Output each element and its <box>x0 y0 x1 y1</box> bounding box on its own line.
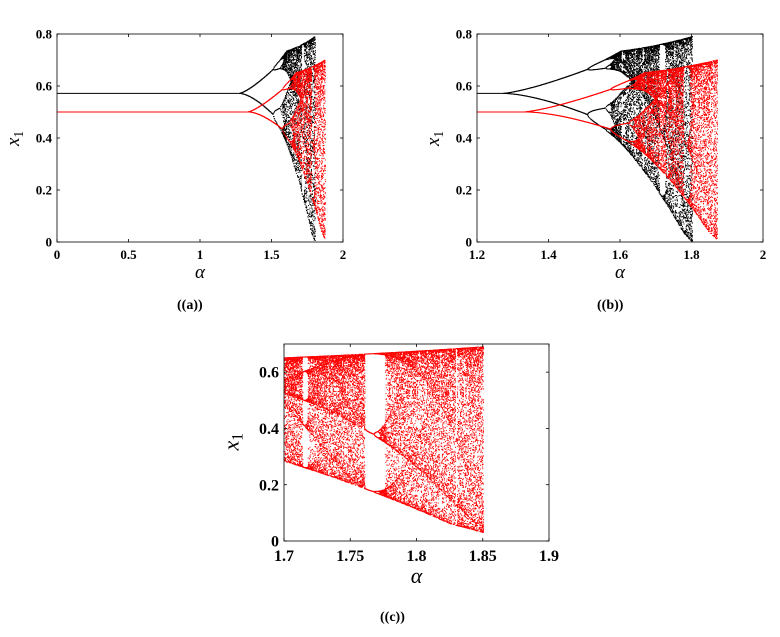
x-tick-label: 1.4 <box>540 247 557 262</box>
series-b-1 <box>477 59 718 240</box>
y-axis-label-subscript: 1 <box>11 131 26 138</box>
series-b-0 <box>477 36 693 242</box>
bifurcation-points <box>523 59 718 240</box>
x-axis-label: α <box>411 563 423 588</box>
y-tick-label: 0 <box>466 235 473 250</box>
x-tick-label: 1.75 <box>336 548 364 565</box>
bifurcation-points <box>238 36 316 241</box>
y-tick-label: 0.8 <box>456 27 473 42</box>
chart-panel-a: 0 0.5 1 1.5 2 0 0.2 0.4 0.6 0.8 α x1 ((a)) <box>0 0 390 320</box>
caption-a: ((a)) <box>177 298 203 313</box>
bifurcation-chart-c: 1.7 1.75 1.8 1.85 1.9 0 0.2 0.4 0.6 α x1 <box>218 343 559 588</box>
y-tick-label: 0.4 <box>36 131 53 146</box>
series-a-1 <box>57 59 326 239</box>
x-tick-label: 1.6 <box>612 247 629 262</box>
x-axis-label: α <box>615 262 626 283</box>
x-tick-label: 1.5 <box>263 247 280 262</box>
x-tick-label: 1.8 <box>407 548 427 565</box>
y-axis-label: x1 <box>423 131 446 147</box>
y-tick-label: 0.6 <box>456 79 473 94</box>
plot-area-a <box>57 36 326 241</box>
y-tick-label: 0.8 <box>36 27 53 42</box>
bifurcation-chart-b: 1.2 1.4 1.6 1.8 2 0 0.2 0.4 0.6 0.8 α x1 <box>423 27 767 283</box>
x-tick-label: 1.8 <box>683 247 700 262</box>
bifurcation-points <box>247 59 326 239</box>
x-tick-label: 0 <box>54 247 61 262</box>
y-axis-label-subscript: 1 <box>229 433 246 441</box>
caption-c: ((c)) <box>380 610 405 625</box>
caption-b: ((b)) <box>597 298 624 313</box>
bifurcation-points <box>284 346 485 534</box>
y-tick-label: 0 <box>46 235 53 250</box>
y-axis-label: x1 <box>218 433 246 451</box>
series-a-0 <box>57 36 316 241</box>
x-tick-label: 1.9 <box>539 548 559 565</box>
y-tick-label: 0.4 <box>456 131 473 146</box>
x-tick-label: 2 <box>760 247 767 262</box>
y-axis-label-subscript: 1 <box>431 131 446 138</box>
x-tick-label: 1.2 <box>469 247 485 262</box>
plot-area-b <box>477 36 718 242</box>
x-tick-label: 1.85 <box>469 548 497 565</box>
y-tick-label: 0.4 <box>259 421 279 438</box>
x-tick-label: 0.5 <box>120 247 137 262</box>
x-tick-label: 1 <box>197 247 204 262</box>
y-tick-label: 0.2 <box>259 477 279 494</box>
plot-area-c <box>284 346 485 534</box>
chart-panel-c: 1.7 1.75 1.8 1.85 1.9 0 0.2 0.4 0.6 α x1 ((c)) <box>200 328 580 633</box>
chart-panel-b: 1.2 1.4 1.6 1.8 2 0 0.2 0.4 0.6 0.8 α x1 ((b)) <box>390 0 780 320</box>
y-tick-label: 0.6 <box>259 365 279 382</box>
series-c-0 <box>284 346 485 534</box>
bifurcation-chart-a: 0 0.5 1 1.5 2 0 0.2 0.4 0.6 0.8 α x1 <box>3 27 347 283</box>
y-tick-label: 0.2 <box>456 183 472 198</box>
x-tick-label: 1.7 <box>274 548 294 565</box>
y-axis-label: x1 <box>3 131 26 147</box>
y-tick-label: 0 <box>271 534 279 551</box>
y-tick-label: 0.2 <box>36 183 52 198</box>
x-tick-label: 2 <box>340 247 347 262</box>
x-axis-label: α <box>195 262 206 283</box>
y-tick-label: 0.6 <box>36 79 53 94</box>
